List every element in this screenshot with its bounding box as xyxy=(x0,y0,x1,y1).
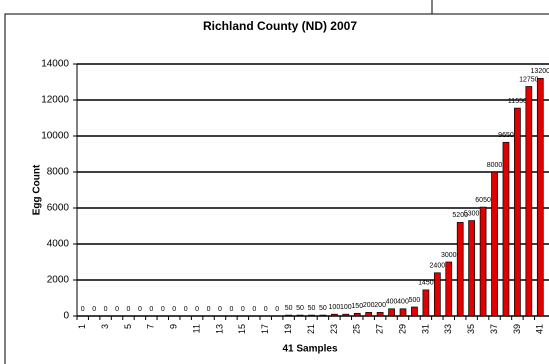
bar xyxy=(365,312,373,317)
data-label: 12750 xyxy=(519,76,539,83)
data-label: 9650 xyxy=(498,132,514,139)
data-label: 0 xyxy=(195,306,199,313)
data-label: 0 xyxy=(264,306,268,313)
x-tick-label: 37 xyxy=(489,324,499,334)
y-tick-label: 14000 xyxy=(41,59,69,70)
x-tick-label: 13 xyxy=(214,324,224,334)
x-tick-label: 25 xyxy=(352,324,362,334)
data-label: 0 xyxy=(92,306,96,313)
data-label: 100 xyxy=(340,304,352,311)
data-label: 3000 xyxy=(441,252,457,259)
data-label: 13200 xyxy=(531,68,549,75)
y-tick-label: 10000 xyxy=(41,131,69,142)
data-label: 8000 xyxy=(487,162,503,169)
bar xyxy=(422,289,430,317)
bar xyxy=(376,312,384,317)
data-label: 2400 xyxy=(430,263,446,270)
chart-title: Richland County (ND) 2007 xyxy=(203,19,357,33)
data-label: 150 xyxy=(351,303,363,310)
x-tick-label: 15 xyxy=(237,324,247,334)
x-tick-label: 29 xyxy=(397,324,407,334)
y-tick-label: 0 xyxy=(63,311,69,322)
bar xyxy=(445,261,453,317)
data-label: 0 xyxy=(81,306,85,313)
bar xyxy=(319,314,327,317)
x-tick-label: 21 xyxy=(306,324,316,334)
data-label: 400 xyxy=(386,299,398,306)
data-label: 0 xyxy=(149,306,153,313)
data-label: 50 xyxy=(285,305,293,312)
data-label: 50 xyxy=(319,305,327,312)
bar xyxy=(514,107,521,317)
y-tick-label: 8000 xyxy=(47,167,70,178)
x-tick-label: 7 xyxy=(146,324,156,329)
x-tick-label: 19 xyxy=(283,324,293,334)
x-tick-label: 39 xyxy=(512,324,522,334)
bar xyxy=(502,141,510,317)
x-tick-label: 5 xyxy=(123,324,133,329)
data-label: 0 xyxy=(275,306,279,313)
bar xyxy=(525,86,533,317)
data-label: 0 xyxy=(229,306,233,313)
bar xyxy=(456,222,464,317)
bar xyxy=(411,306,418,317)
bar xyxy=(433,272,441,317)
x-tick-label: 31 xyxy=(420,324,430,334)
data-label: 6050 xyxy=(475,197,491,204)
x-axis-label: 41 Samples xyxy=(282,344,337,355)
bar xyxy=(536,78,544,317)
x-tick-label: 3 xyxy=(100,324,110,329)
data-label: 200 xyxy=(374,302,386,309)
y-tick-label: 12000 xyxy=(41,95,69,106)
bar xyxy=(468,220,475,317)
bar xyxy=(353,312,361,317)
x-tick-label: 33 xyxy=(443,324,453,334)
data-label: 0 xyxy=(184,306,188,313)
data-label: 0 xyxy=(207,306,211,313)
x-tick-label: 11 xyxy=(191,324,201,333)
bar xyxy=(479,206,487,317)
x-tick-label: 41 xyxy=(535,324,545,334)
bar xyxy=(285,314,292,317)
data-label: 500 xyxy=(409,297,421,304)
data-label: 1450 xyxy=(418,280,434,287)
y-axis-label: Egg Count xyxy=(32,164,43,215)
data-label: 0 xyxy=(218,306,222,313)
bar xyxy=(491,171,498,317)
bar xyxy=(296,314,304,317)
x-tick-label: 1 xyxy=(77,324,87,329)
data-label: 50 xyxy=(296,305,304,312)
data-label: 5200 xyxy=(452,212,468,219)
data-label: 0 xyxy=(127,306,131,313)
data-label: 11550 xyxy=(508,98,527,105)
data-label: 50 xyxy=(308,305,316,312)
bar xyxy=(399,308,407,317)
data-label: 5300 xyxy=(464,210,480,217)
data-label: 100 xyxy=(329,304,341,311)
data-label: 0 xyxy=(252,306,256,313)
y-tick-label: 4000 xyxy=(47,239,70,250)
x-tick-label: 9 xyxy=(169,324,179,329)
data-label: 200 xyxy=(363,302,375,309)
bar xyxy=(342,313,350,317)
x-tick-label: 27 xyxy=(375,324,385,334)
data-label: 0 xyxy=(172,306,176,313)
x-tick-label: 23 xyxy=(329,324,339,334)
bar xyxy=(308,314,315,317)
data-label: 400 xyxy=(397,299,409,306)
bar xyxy=(388,308,395,317)
y-tick-label: 2000 xyxy=(47,275,70,286)
data-label: 0 xyxy=(138,306,142,313)
data-label: 0 xyxy=(115,306,119,313)
x-tick-label: 35 xyxy=(466,324,476,334)
y-tick-label: 6000 xyxy=(47,203,70,214)
data-label: 0 xyxy=(161,306,165,313)
bar xyxy=(331,313,338,317)
data-label: 0 xyxy=(241,306,245,313)
x-tick-label: 17 xyxy=(260,324,270,334)
data-label: 0 xyxy=(104,306,108,313)
